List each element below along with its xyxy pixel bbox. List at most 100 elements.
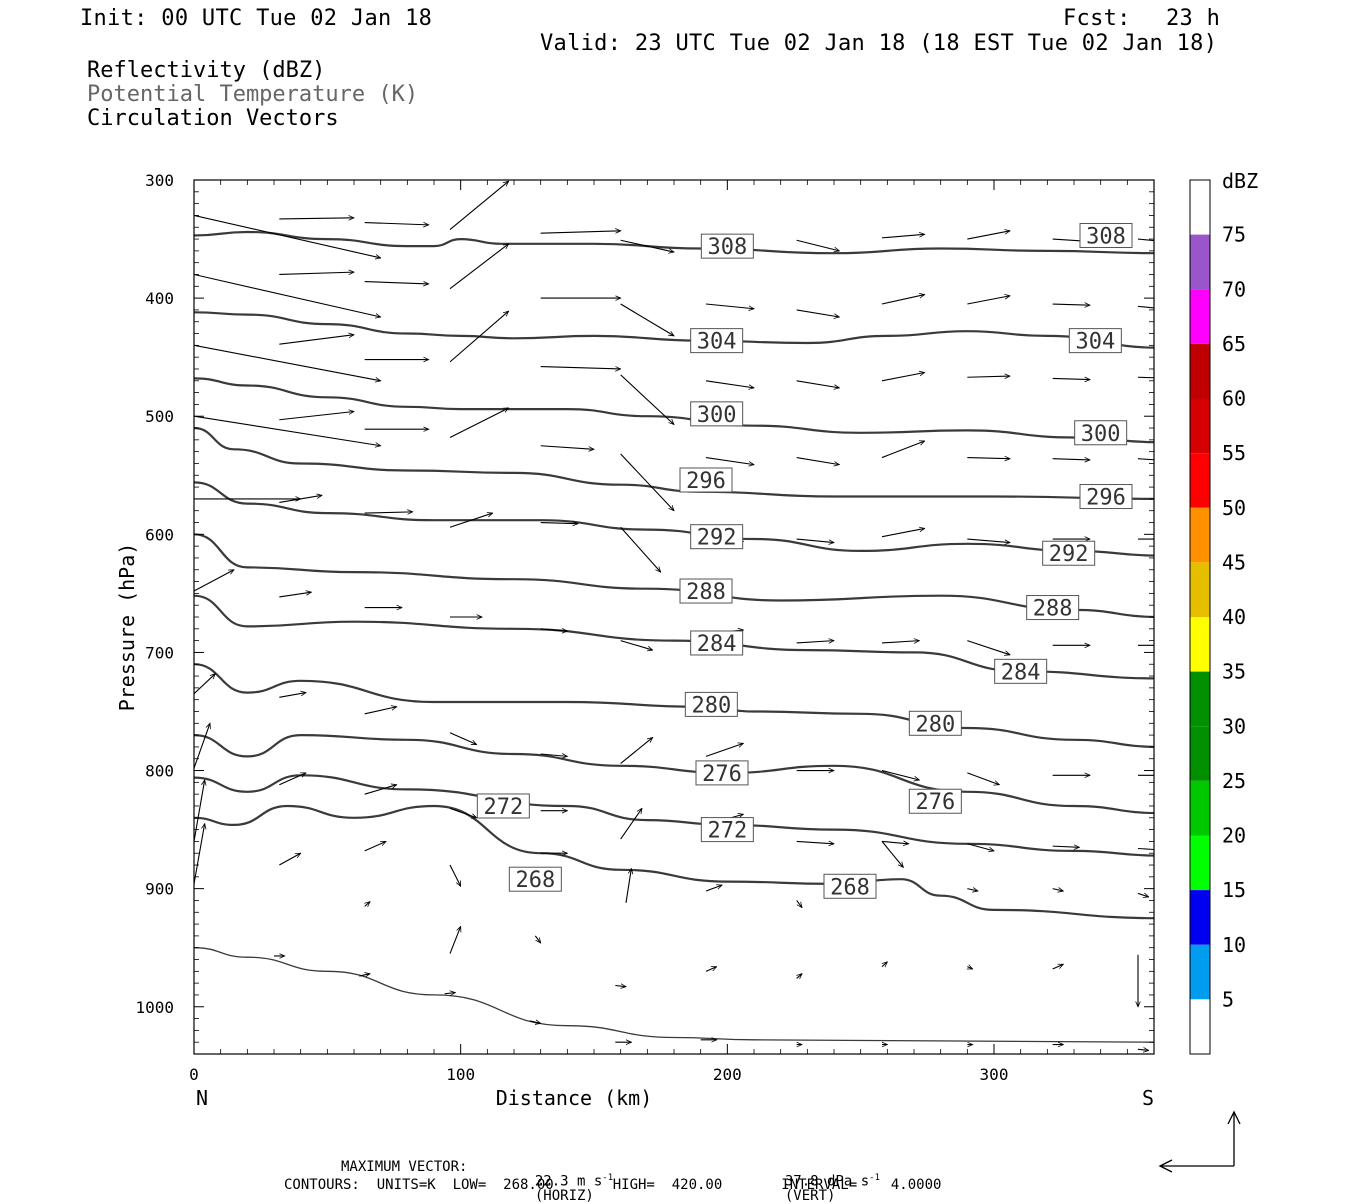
circulation-vector	[365, 902, 370, 907]
y-tick-label: 400	[145, 289, 174, 308]
colorbar-segment-60	[1190, 398, 1210, 454]
contour-label-box-308	[1079, 223, 1133, 249]
colorbar-segment-65	[1190, 343, 1210, 399]
colorbar-label-25: 25	[1222, 769, 1246, 793]
valid-time: Valid: 23 UTC Tue 02 Jan 18 (18 EST Tue …	[540, 31, 1218, 56]
contour-label-304: 304	[697, 330, 737, 355]
circulation-vector	[1052, 889, 1064, 891]
circulation-vector	[540, 629, 568, 631]
circulation-vector	[796, 380, 840, 388]
circulation-vector	[449, 513, 493, 528]
max-vector-vert-exponent: -1	[869, 1173, 880, 1183]
circulation-vector	[279, 693, 306, 698]
colorbar-label-40: 40	[1222, 605, 1246, 629]
circulation-vector	[615, 985, 626, 986]
max-vector-horiz-tag: (HORIZ)	[534, 1187, 594, 1204]
y-tick-label: 1000	[135, 998, 174, 1017]
circulation-vector	[1137, 847, 1154, 851]
contour-label-268: 268	[515, 868, 555, 893]
circulation-vector	[279, 852, 300, 866]
circulation-vector	[881, 770, 919, 780]
circulation-vector	[1137, 458, 1154, 461]
contour-line-308	[194, 230, 1154, 255]
contour-label-box-276	[695, 760, 749, 786]
circulation-vector	[444, 993, 456, 994]
circulation-vector	[620, 737, 653, 764]
contour-label-300: 300	[697, 403, 737, 428]
circulation-vector	[796, 900, 802, 907]
circulation-vector	[279, 335, 354, 345]
contour-label-272: 272	[707, 819, 747, 844]
colorbar-segment-50	[1190, 507, 1210, 563]
colorbar-segment-10	[1190, 944, 1210, 1000]
circulation-vector	[194, 344, 381, 380]
contour-label-304: 304	[1075, 330, 1115, 355]
contour-line-296	[194, 426, 1154, 500]
x-tick-label: 300	[980, 1065, 1009, 1084]
circulation-vector	[620, 239, 674, 252]
circulation-vector	[364, 840, 386, 852]
colorbar-label-5: 5	[1222, 987, 1234, 1011]
circulation-vector	[359, 974, 370, 976]
contour-label-box-284	[994, 658, 1048, 684]
y-tick-label: 300	[145, 171, 174, 190]
contour-label-box-304	[1068, 328, 1122, 354]
colorbar-label-75: 75	[1222, 223, 1246, 247]
contour-line-284	[194, 594, 1154, 680]
circulation-vector	[967, 296, 1010, 305]
colorbar-segment-55	[1190, 453, 1210, 508]
x-tick-label: 100	[446, 1065, 475, 1084]
circulation-vector	[796, 841, 834, 843]
circulation-vector	[364, 785, 397, 795]
contour-label-288: 288	[686, 580, 726, 605]
circulation-vector	[796, 309, 840, 317]
colorbar-segment-30	[1190, 726, 1210, 781]
colorbar-label-10: 10	[1222, 933, 1246, 957]
circulation-vector	[279, 592, 311, 598]
circulation-vector	[449, 244, 509, 290]
circulation-vector	[705, 457, 754, 465]
circulation-vector	[449, 181, 509, 231]
circulation-vector	[881, 295, 925, 305]
circulation-vector	[881, 528, 925, 538]
contour-line-264	[194, 947, 1154, 1043]
circulation-vector	[967, 640, 1010, 655]
circulation-vector	[620, 808, 642, 840]
circulation-vector	[881, 841, 903, 867]
circulation-vector	[796, 239, 840, 251]
contour-line-272	[194, 774, 1154, 857]
circulation-vector	[705, 966, 717, 972]
circulation-vector	[705, 885, 722, 892]
contour-line-288	[194, 533, 1154, 619]
contour-label-268: 268	[830, 875, 870, 900]
x-tick-label: 0	[189, 1065, 199, 1084]
circulation-vector	[705, 303, 754, 309]
circulation-vector	[194, 723, 210, 769]
colorbar-label-15: 15	[1222, 878, 1246, 902]
circulation-vector	[194, 214, 381, 258]
colorbar-label-45: 45	[1222, 550, 1246, 574]
colorbar-segment-35	[1190, 671, 1210, 727]
contour-label-box-296	[679, 467, 733, 493]
circulation-vector	[1052, 846, 1080, 847]
circulation-vector	[967, 967, 972, 970]
circulation-vector	[529, 1021, 541, 1023]
contour-line-268	[194, 804, 1154, 920]
contour-label-280: 280	[691, 693, 731, 718]
contour-label-box-288	[1026, 595, 1080, 621]
circulation-vector	[540, 366, 621, 369]
circulation-vector	[279, 772, 306, 786]
colorbar-label-55: 55	[1222, 441, 1246, 465]
circulation-vector	[540, 523, 578, 524]
contour-label-272: 272	[483, 795, 523, 820]
circulation-vector	[620, 303, 674, 336]
contour-line-304	[194, 311, 1154, 349]
colorbar-segment-20	[1190, 835, 1210, 891]
circulation-vector	[279, 218, 354, 219]
circulation-vector	[1137, 893, 1149, 897]
max-vector-horiz-value: 22.3 m s	[534, 1173, 603, 1190]
circulation-vector	[449, 926, 461, 954]
contour-line-280	[194, 663, 1154, 748]
contour-label-box-300	[1074, 420, 1128, 446]
